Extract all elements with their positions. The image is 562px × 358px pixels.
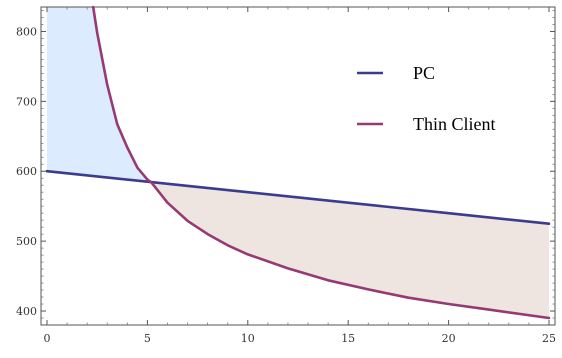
plot-frame	[40, 6, 556, 326]
axis-ticks: 0 5 10 15 20 25 400 500 600 700 800	[16, 7, 556, 345]
y-tick-label: 800	[16, 25, 37, 38]
shaded-region-2	[151, 182, 549, 318]
x-tick-label: 25	[542, 332, 556, 345]
y-tick-label: 600	[16, 165, 37, 178]
x-tick-label: 10	[241, 332, 255, 345]
y-tick-label: 700	[16, 95, 37, 108]
shaded-region-1	[47, 7, 152, 183]
x-tick-label: 15	[341, 332, 355, 345]
x-tick-label: 20	[442, 332, 456, 345]
legend-label: Thin Client	[413, 114, 496, 134]
series-line-thin-client	[91, 5, 551, 320]
legend-label: PC	[413, 63, 435, 83]
series-lines	[45, 5, 551, 320]
x-tick-label: 5	[144, 332, 151, 345]
x-tick-label: 0	[44, 332, 51, 345]
shaded-regions	[47, 7, 549, 318]
y-tick-label: 400	[16, 305, 37, 318]
legend: PC Thin Client	[357, 63, 496, 134]
series-line-pc	[45, 169, 551, 225]
y-tick-label: 500	[16, 235, 37, 248]
